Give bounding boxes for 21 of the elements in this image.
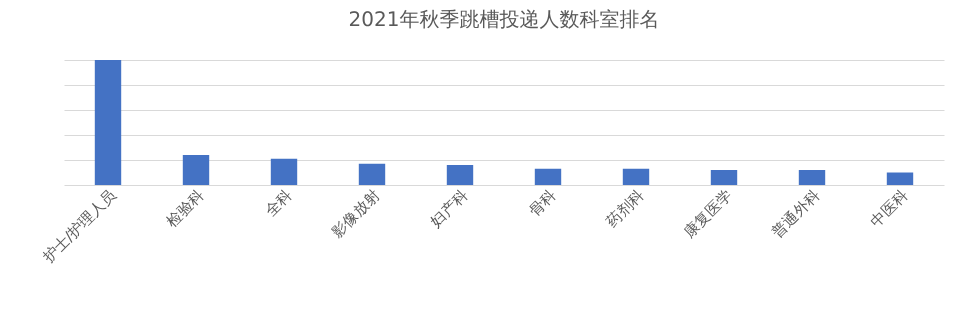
bar [798,170,826,185]
x-tick-label: 康复医学 [680,186,736,242]
bar [534,168,562,185]
bar [270,158,298,185]
x-tick-label: 中医科 [866,186,912,231]
x-tick-label: 普通外科 [768,186,824,242]
chart-title: 2021年秋季跳槽投递人数科室排名 [348,7,660,31]
bar [358,164,386,185]
bar [886,172,914,185]
bar [710,170,738,185]
x-tick-label: 全科 [261,186,296,220]
x-tick-label: 骨科 [525,186,560,220]
bar [446,165,474,185]
x-tick-label: 影像放射 [328,186,384,242]
bar [182,155,210,185]
x-tick-label: 检验科 [162,186,208,231]
x-tick-label: 妇产科 [426,186,472,231]
x-tick-label: 护士/护理人员 [38,186,120,267]
bar [622,168,650,185]
x-tick-label: 药剂科 [602,186,648,231]
bar [94,60,122,185]
